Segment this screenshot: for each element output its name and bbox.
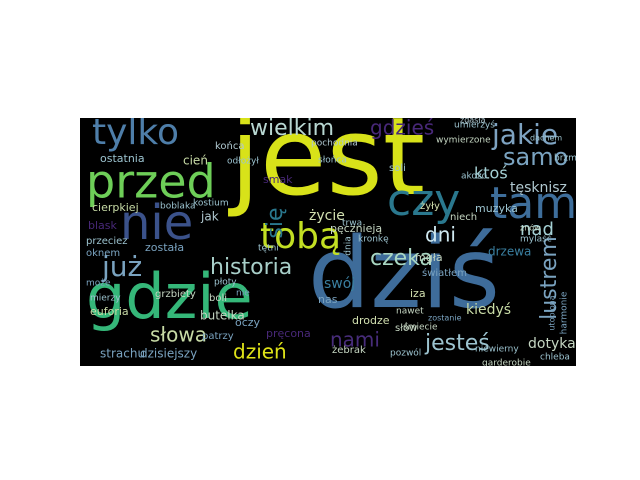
cloud-word: została — [145, 241, 184, 254]
cloud-word: tętni — [258, 244, 279, 254]
cloud-word: tam — [490, 178, 576, 229]
cloud-word: nie — [236, 289, 250, 299]
cloud-word: dzisiejszy — [140, 347, 197, 361]
cloud-word: tobą — [260, 216, 341, 257]
cloud-word: euforia — [90, 305, 129, 318]
cloud-word: wielkim — [250, 118, 334, 141]
cloud-word: końca — [215, 140, 245, 152]
cloud-word: swój — [324, 276, 355, 292]
cloud-word: wymierzone — [436, 136, 491, 146]
cloud-word: nawet — [396, 307, 424, 317]
cloud-word: słów — [395, 322, 417, 334]
cloud-word: słońca — [318, 156, 347, 166]
cloud-word: kostium — [193, 199, 229, 209]
cloud-word: tęsknisz — [510, 180, 567, 196]
cloud-word: oknem — [86, 248, 120, 259]
cloud-word: blask — [88, 219, 118, 232]
cloud-word: dnia — [344, 236, 354, 255]
cloud-word: kronkę — [358, 235, 389, 245]
cloud-word: drodze — [352, 314, 390, 327]
cloud-word: jak — [200, 210, 219, 224]
cloud-word: się — [263, 207, 288, 238]
cloud-word: historia — [210, 255, 292, 280]
cloud-word: drzewa — [488, 245, 531, 259]
cloud-word: może — [86, 279, 111, 289]
cloud-word: pozwól — [390, 348, 421, 359]
cloud-word: iza — [410, 287, 426, 300]
cloud-word: czeka — [370, 246, 433, 271]
cloud-word: trwa — [342, 219, 362, 229]
cloud-word: brzmi — [554, 154, 576, 164]
cloud-word: ostatnia — [100, 152, 145, 165]
cloud-word: niech — [450, 212, 477, 223]
cloud-word: niewierny — [475, 345, 519, 355]
cloud-word: jesteś — [424, 331, 490, 356]
cloud-word: gdzie — [86, 260, 253, 333]
cloud-word: butelka — [200, 309, 245, 323]
cloud-word: chleba — [540, 353, 570, 363]
cloud-word: garderobie — [482, 359, 531, 367]
cloud-word: żebrak — [332, 345, 366, 356]
cloud-word: dziś — [308, 217, 500, 331]
cloud-word: jest — [228, 118, 425, 220]
cloud-word: patrzy — [202, 331, 234, 342]
cloud-word: harmonie — [560, 291, 570, 334]
cloud-word: nad — [520, 219, 554, 240]
cloud-word: dachem — [530, 134, 562, 143]
cloud-word: cierpkiej — [92, 201, 139, 214]
cloud-word: akozo — [461, 172, 488, 182]
cloud-word: nie — [120, 195, 193, 251]
cloud-word: soli — [389, 163, 406, 174]
cloud-word: płoty — [214, 278, 237, 288]
cloud-word: umierzyś — [454, 120, 495, 131]
cloud-word: światłem — [422, 267, 467, 279]
cloud-word: nas — [318, 293, 338, 306]
cloud-word: kiedyś — [466, 302, 511, 318]
cloud-word: jakie — [491, 118, 558, 151]
word-cloud-panel: jest dziś gdzie przed nie tam tylko czy tobą jaki… — [80, 118, 576, 366]
cloud-word: utopiona — [548, 295, 557, 330]
cloud-word: muzyka — [475, 202, 518, 215]
cloud-word: dzień — [233, 340, 287, 364]
cloud-word: mylaść — [520, 234, 552, 245]
cloud-word: lustrem — [537, 236, 562, 320]
cloud-word: żyły — [420, 201, 440, 212]
cloud-word: przeciez — [86, 236, 128, 247]
cloud-word: słowa — [150, 323, 207, 347]
cloud-word: nami — [330, 328, 380, 352]
cloud-word: dotyka — [528, 336, 576, 352]
cloud-word: boblaka — [160, 202, 196, 212]
cloud-word: pochodnia — [311, 139, 358, 149]
cloud-word: grzbiety — [155, 289, 196, 300]
cloud-word: już — [101, 250, 142, 283]
cloud-word: gdzieś — [370, 118, 434, 140]
cloud-word: przed — [86, 155, 216, 209]
cloud-word: oczy — [235, 316, 261, 329]
cloud-word: mgła — [415, 251, 443, 264]
cloud-word: znów — [520, 223, 541, 233]
cloud-word: zgasła — [460, 118, 486, 125]
cloud-word: zostanie — [428, 314, 462, 323]
cloud-word: życie — [309, 208, 345, 224]
cloud-word: dni — [425, 223, 456, 247]
cloud-word: pręcona — [266, 327, 311, 340]
cloud-word: strachu — [100, 347, 145, 361]
cloud-word: boli — [209, 293, 227, 304]
cloud-word: ktoś — [474, 164, 508, 183]
cloud-word: czy — [387, 175, 460, 226]
cloud-word: śmiecie — [403, 322, 438, 333]
cloud-word: smak — [263, 173, 293, 186]
cloud-word: samo — [503, 143, 568, 171]
cloud-word: mierzy — [90, 294, 121, 304]
cloud-word: cień — [183, 154, 208, 168]
cloud-word: odłożył — [227, 157, 259, 167]
cloud-word: tylko — [92, 118, 179, 153]
cloud-word: pęcznieją — [330, 222, 382, 235]
